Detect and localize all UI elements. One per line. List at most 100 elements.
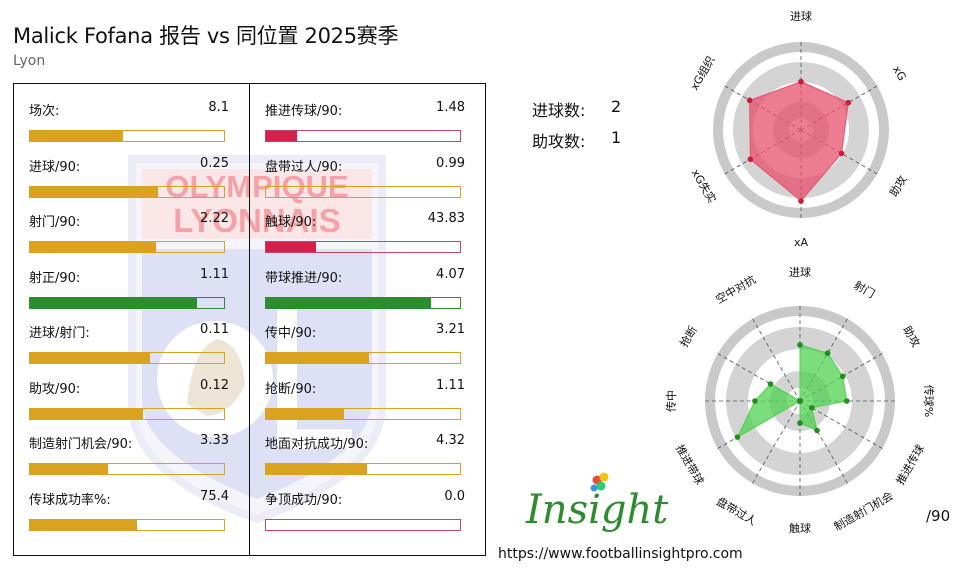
stat-label: 射门/90: [29,215,81,230]
percentile-bar-fill [266,408,344,419]
stat-label: 争顶成功/90: [265,492,343,508]
stat-row: 助攻/90: 0.12 [29,378,229,428]
radar-spoke [752,400,801,484]
percentile-bar-fill [266,353,369,363]
radar-axis-label: xG [890,63,909,83]
radar-point [747,156,754,163]
radar-axis-label: 助攻 [886,173,909,199]
column-divider [249,84,250,555]
radar-point [797,420,803,426]
crest-text-line1: OLYMPIQUE [165,169,348,204]
stat-row: 抢断/90: 1.11 [265,378,465,428]
stat-row: 地面对抗成功/90: 4.32 [265,433,465,483]
percentile-bar [265,130,461,142]
percentile-bar [265,352,461,364]
radar-axis-label: 推进传球 [893,442,927,487]
stat-label: 触球/90: [265,215,317,230]
radar-axis-label: xA [794,236,809,249]
stat-value: 3.21 [436,322,465,337]
radar-point [798,78,804,85]
radar-axis-label: 推进带球 [673,442,707,487]
stat-label: 进球/90: [29,159,81,175]
stat-label: 场次: [29,104,60,119]
radar-point [824,350,831,356]
percentile-bar [29,296,225,309]
club-crest-watermark: OLYMPIQUE LYONNAIS [128,155,386,524]
radar-point [838,150,845,157]
stat-row: 带球推进/90: 4.07 [265,267,465,317]
stat-value: 1.48 [436,100,465,115]
assists-label: 助攻数: [532,132,586,151]
stat-label: 地面对抗成功/90: [265,437,369,452]
radar-axis-label: 空中对抗 [713,272,758,306]
percentile-bar [29,241,225,253]
radar-point [798,198,804,204]
percentile-bar-fill [266,131,298,141]
percentile-bar [29,518,225,531]
stat-row: 制造射门机会/90: 3.33 [29,433,229,483]
stat-row: 争顶成功/90: 0.0 [265,489,465,539]
stat-row: 射正/90: 1.11 [29,267,229,317]
radar-point [752,398,758,404]
percentile-bar [265,241,461,253]
radar-axis-label: 助攻 [900,323,923,349]
percentile-bar [265,185,461,198]
stat-row: 射门/90: 2.22 [29,211,229,261]
radar-point [839,373,846,380]
stat-row: 触球/90: 43.83 [265,211,465,261]
radar-axis-label: 制造射门机会 [831,488,895,533]
radar-axis-label: 进球 [790,9,812,23]
stat-label: 助攻/90: [29,381,81,397]
stat-value: 0.12 [200,377,229,393]
logo-dot-yellow-icon [599,472,609,482]
stat-label: 进球/射门: [29,326,90,341]
radar-point [843,398,850,404]
stat-value: 4.32 [436,433,465,448]
stat-row: 进球/射门: 0.11 [29,322,229,372]
percentile-bar [29,463,225,475]
stat-label: 推进传球/90: [265,104,343,119]
insight-logo: Insight [525,472,669,533]
percentile-bar-fill [266,242,317,252]
stat-value: 8.1 [208,100,229,115]
radar-point [767,381,774,387]
stat-label: 射正/90: [29,270,81,286]
stat-row: 推进传球/90: 1.48 [265,100,465,150]
stat-row: 传中/90: 3.21 [265,322,465,372]
radar-axis-label: 盘带过人 [714,494,759,528]
stat-value: 1.11 [200,266,229,282]
percentile-bar-fill [30,297,197,308]
team-name: Lyon [13,53,46,69]
radar-axis-label: 射门 [851,278,877,301]
percentile-bar-fill [30,353,151,363]
radar-axis-label: 传球% [922,385,936,417]
radar-point [797,342,803,348]
percentile-bar [265,463,461,475]
per90-note: /90 [926,507,951,525]
radar-point [746,97,753,104]
source-url[interactable]: https://www.footballinsightpro.com [498,546,743,562]
stat-value: 0.11 [200,322,229,337]
stat-value: 3.33 [200,433,229,448]
stat-value: 0.99 [436,155,465,171]
stat-label: 制造射门机会/90: [29,437,133,452]
radar-axis-label: 进球 [789,265,811,279]
logo-dot-blue-icon [590,484,598,492]
radar-point [845,99,852,106]
stats-panel: OLYMPIQUE LYONNAIS 场次: 8.1 进球/90: 0.25 射门/90… [13,83,486,556]
stat-value: 0.25 [200,155,229,171]
percentile-bar-fill [30,131,124,141]
crest-text-line2: LYONNAIS [173,202,340,239]
percentile-bar [265,407,461,420]
stat-row: 传球成功率%: 75.4 [29,489,229,539]
percentile-bar-fill [30,186,159,197]
logo-dot-green-icon [596,481,606,491]
goals-value: 2 [611,97,622,116]
radar-point [808,405,815,411]
radar-point [734,434,741,440]
percentile-bar-fill [30,408,143,419]
stat-row: 进球/90: 0.25 [29,156,229,206]
stat-value: 43.83 [427,211,465,226]
percentile-bar [29,130,225,142]
